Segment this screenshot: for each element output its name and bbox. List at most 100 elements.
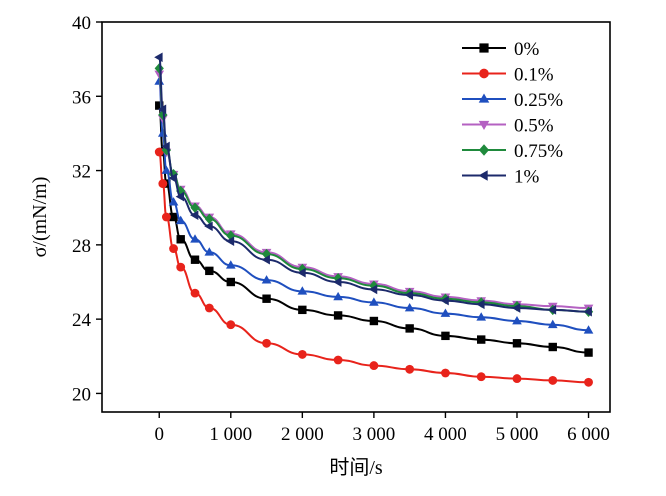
y-tick-label: 36 <box>72 87 91 108</box>
data-point-0-25- <box>512 315 522 325</box>
data-point-0-75- <box>190 202 200 213</box>
data-point-0-1- <box>476 372 486 382</box>
x-tick-label: 6 000 <box>567 424 610 445</box>
data-point-0- <box>298 305 307 315</box>
data-point-0-1- <box>161 212 171 222</box>
x-tick-label: 2 000 <box>281 424 324 445</box>
legend-label-0-75-: 0.75% <box>514 141 563 162</box>
y-tick-label: 24 <box>72 310 92 331</box>
legend-marker-0-25- <box>478 93 490 103</box>
x-tick-label: 5 000 <box>496 424 539 445</box>
data-point-0-75- <box>158 109 168 121</box>
data-point-0-1- <box>333 355 343 365</box>
data-point-0-25- <box>440 308 451 317</box>
data-point-1- <box>168 173 177 183</box>
data-point-0-1- <box>584 377 593 387</box>
data-point-0- <box>169 212 178 222</box>
data-point-0-1- <box>441 368 450 378</box>
legend-marker-0- <box>479 43 489 53</box>
data-point-1- <box>547 305 557 315</box>
data-point-0-1- <box>369 361 379 370</box>
x-tick-label: 1 000 <box>209 424 252 445</box>
data-point-0-25- <box>204 247 215 256</box>
data-point-0-25- <box>261 275 272 284</box>
data-point-1- <box>583 306 592 317</box>
data-point-0-1- <box>262 338 271 348</box>
data-point-1- <box>511 303 521 313</box>
data-point-1- <box>175 191 185 202</box>
data-point-0- <box>226 277 235 287</box>
data-point-0-1- <box>176 262 186 272</box>
legend-label-0-1-: 0.1% <box>514 65 554 86</box>
data-point-1- <box>440 295 449 306</box>
data-point-0-25- <box>333 291 343 301</box>
data-point-0- <box>262 294 271 303</box>
legend-marker-0-1- <box>479 68 489 79</box>
data-point-0-1- <box>190 288 200 298</box>
data-point-1- <box>161 141 170 152</box>
data-point-1- <box>157 104 167 115</box>
data-point-0- <box>477 335 486 344</box>
x-axis-title: 时间/s <box>329 456 383 479</box>
y-axis-title: σ/(mN/m) <box>29 177 51 258</box>
data-point-1- <box>189 210 199 220</box>
data-point-0-1- <box>169 244 178 253</box>
data-point-0-25- <box>369 297 379 306</box>
data-point-0-1- <box>512 374 522 383</box>
data-point-0-5- <box>154 70 165 80</box>
data-point-0-1- <box>548 376 558 385</box>
data-point-0- <box>155 101 164 110</box>
data-point-0-25- <box>190 234 200 243</box>
data-point-0- <box>405 324 414 333</box>
legend-label-1-: 1% <box>514 167 540 188</box>
x-tick-label: 3 000 <box>353 424 396 445</box>
data-point-0-25- <box>225 260 236 269</box>
data-point-0-25- <box>476 312 487 321</box>
x-axis-ticks: 0 1 000 2 000 3 000 4 000 5 000 6 000 <box>154 412 610 445</box>
data-point-0-75- <box>226 230 236 241</box>
data-point-0-25- <box>547 319 558 329</box>
x-tick-label: 0 <box>154 424 164 445</box>
data-point-1- <box>404 290 414 300</box>
data-point-0-1- <box>158 179 168 188</box>
data-point-0-25- <box>161 165 172 174</box>
data-point-1- <box>261 254 270 265</box>
plot-frame <box>101 21 611 413</box>
legend-marker-0-75- <box>478 144 490 156</box>
data-point-0-1- <box>204 303 214 313</box>
data-point-0- <box>333 311 343 320</box>
data-point-0- <box>584 348 593 357</box>
data-point-0-25- <box>157 128 168 137</box>
legend-label-0-5-: 0.5% <box>514 116 554 137</box>
data-point-0-1- <box>226 320 236 330</box>
x-tick-label: 4 000 <box>424 424 467 445</box>
data-point-0- <box>548 342 557 352</box>
data-point-0-25- <box>175 215 186 225</box>
y-tick-label: 20 <box>72 384 91 405</box>
data-point-0-25- <box>404 302 415 312</box>
data-point-0-75- <box>204 213 214 225</box>
data-point-1- <box>225 236 235 246</box>
series-layer <box>154 52 594 387</box>
data-point-0-1- <box>405 364 415 374</box>
data-point-0- <box>176 235 185 244</box>
data-point-0-25- <box>297 286 308 295</box>
legend-marker-0-5- <box>478 120 490 131</box>
data-point-0- <box>441 331 450 341</box>
data-point-1- <box>297 267 306 278</box>
data-point-0- <box>512 339 522 348</box>
data-point-0- <box>190 255 200 264</box>
data-point-0-25- <box>583 325 594 334</box>
legend-label-0-25-: 0.25% <box>514 90 563 111</box>
y-axis-ticks: 20 24 28 32 36 40 <box>72 13 102 405</box>
y-tick-label: 40 <box>72 13 91 34</box>
data-point-1- <box>204 221 213 232</box>
data-point-1- <box>154 52 163 63</box>
y-tick-label: 32 <box>72 162 91 183</box>
data-point-0-1- <box>297 350 307 359</box>
data-point-0-25- <box>168 197 179 206</box>
data-point-1- <box>368 284 378 295</box>
data-point-1- <box>476 299 485 310</box>
